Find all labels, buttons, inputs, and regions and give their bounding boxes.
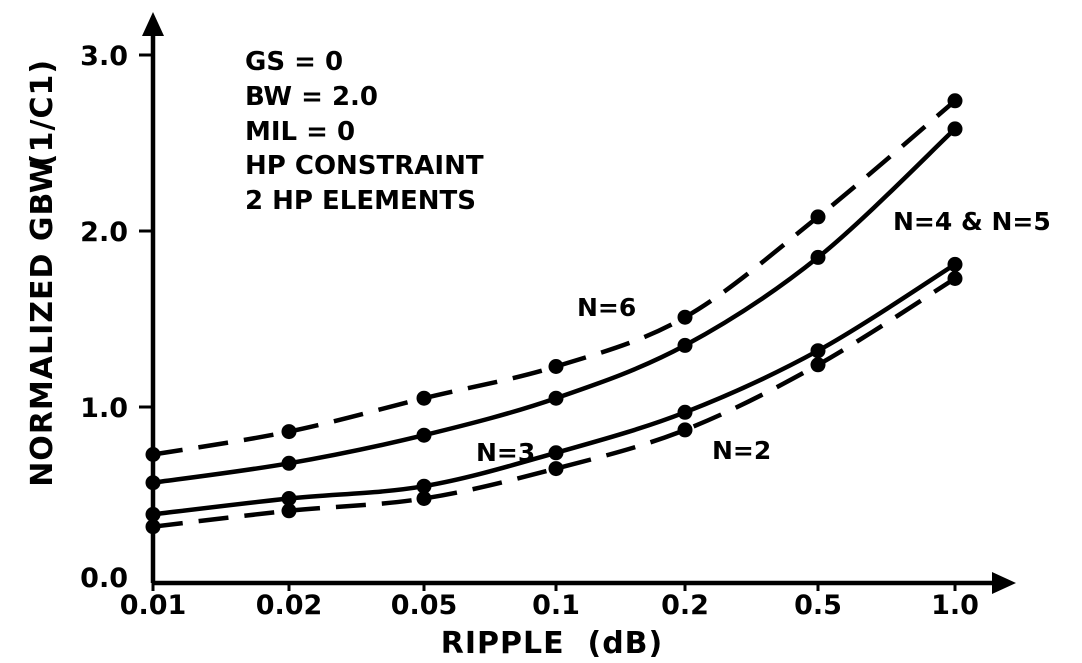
data-point-n-4-n-5	[947, 121, 963, 137]
data-point-n-4-n-5	[548, 390, 564, 406]
series-label-n3: N=3	[476, 438, 535, 467]
y-tick-label: 1.0	[80, 393, 128, 424]
annotation-hp-constraint: HP CONSTRAINT	[245, 151, 484, 181]
y-axis-title: NORMALIZED GBW	[25, 159, 60, 487]
data-point-n-3	[810, 343, 826, 359]
data-point-n-6	[810, 209, 826, 225]
data-point-n-2	[281, 503, 297, 519]
annotation-block: GS = 0 BW = 2.0 MIL = 0 HP CONSTRAINT 2 …	[245, 47, 484, 216]
data-point-n-4-n-5	[145, 475, 161, 491]
data-point-n-4-n-5	[416, 427, 432, 443]
data-point-n-6	[281, 424, 297, 440]
x-tick-label: 0.2	[661, 590, 709, 621]
data-point-n-2	[145, 519, 161, 535]
data-point-n-2	[416, 491, 432, 506]
y-axis-arrowhead	[142, 12, 164, 36]
y-axis-title-group: NORMALIZED GBW (1/C1)	[25, 59, 60, 487]
data-point-n-3	[145, 506, 161, 522]
data-point-n-6	[677, 309, 693, 325]
tick-labels: 0.01 0.02 0.05 0.1 0.2 0.5 1.0 0.0 1.0 2.0 3.0	[80, 41, 979, 621]
annotation-gs: GS = 0	[245, 47, 343, 77]
series-label-n6: N=6	[577, 293, 636, 322]
x-tick-label: 0.02	[256, 590, 323, 621]
data-point-n-3	[947, 256, 963, 272]
data-point-n-4-n-5	[810, 249, 826, 265]
series-line-n-4-n-5	[152, 127, 957, 485]
data-point-n-2	[947, 271, 963, 286]
series-line-n-3	[152, 262, 957, 517]
y-tick-label: 3.0	[80, 41, 128, 72]
points	[145, 93, 963, 535]
annotation-mil: MIL = 0	[245, 117, 355, 147]
x-tick-label: 0.05	[391, 590, 458, 621]
data-point-n-4-n-5	[677, 337, 693, 353]
x-tick-label: 0.1	[532, 590, 580, 621]
y-tick-label: 2.0	[80, 217, 128, 248]
data-point-n-3	[548, 445, 564, 461]
data-point-n-6	[947, 93, 963, 109]
annotation-bw: BW = 2.0	[245, 82, 378, 112]
data-point-n-3	[416, 478, 432, 494]
series-label-n2: N=2	[712, 436, 771, 465]
data-point-n-6	[548, 359, 564, 374]
x-tick-label: 0.01	[120, 590, 187, 621]
x-axis-arrowhead	[992, 572, 1016, 594]
x-tick-label: 1.0	[931, 590, 979, 621]
y-tick-label: 0.0	[80, 563, 128, 594]
x-tick-label: 0.5	[794, 590, 842, 621]
x-axis-title: RIPPLE (dB)	[441, 626, 664, 661]
data-point-n-3	[281, 491, 297, 506]
data-point-n-2	[810, 357, 826, 373]
data-point-n-4-n-5	[281, 455, 297, 471]
data-point-n-2	[548, 461, 564, 477]
series-label-n4-n5: N=4 & N=5	[893, 207, 1051, 236]
annotation-hp-elements: 2 HP ELEMENTS	[245, 186, 476, 216]
data-point-n-3	[677, 404, 693, 420]
axes	[139, 12, 1016, 594]
data-point-n-6	[145, 447, 161, 462]
data-point-n-2	[677, 422, 693, 438]
data-point-n-6	[416, 390, 432, 406]
y-axis-unit: (1/C1)	[25, 59, 60, 167]
